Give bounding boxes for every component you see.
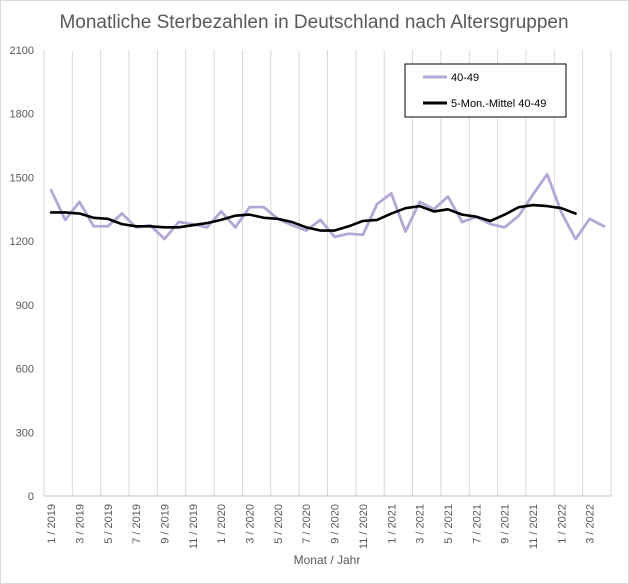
x-tick-label: 11 / 2019 <box>188 504 200 549</box>
x-tick-label: 9 / 2019 <box>159 504 171 544</box>
legend-box <box>404 63 567 118</box>
x-tick-label: 1 / 2020 <box>216 504 228 544</box>
x-tick-label: 5 / 2020 <box>273 504 285 544</box>
x-tick-label: 9 / 2020 <box>330 504 342 544</box>
y-tick-label: 0 <box>28 491 34 503</box>
x-tick-label: 3 / 2022 <box>585 504 597 544</box>
x-tick-label: 11 / 2020 <box>358 504 370 549</box>
x-tick-label: 1 / 2019 <box>46 504 58 544</box>
y-tick-label: 900 <box>16 300 34 312</box>
legend: 40-49 5-Mon.-Mittel 40-49 <box>404 63 567 118</box>
y-tick-label: 1200 <box>10 236 34 248</box>
y-tick-label: 300 <box>16 427 34 439</box>
series-line-moving-average <box>49 203 577 232</box>
y-tick-label: 1500 <box>10 172 34 184</box>
x-tick-label: 3 / 2021 <box>415 504 427 544</box>
series <box>49 172 606 241</box>
legend-label-40-49: 40-49 <box>451 72 479 84</box>
x-tick-label: 9 / 2021 <box>500 504 512 544</box>
x-tick-label: 1 / 2022 <box>556 504 568 544</box>
x-tick-label: 1 / 2021 <box>386 504 398 544</box>
chart-title: Monatliche Sterbezahlen in Deutschland n… <box>59 12 568 33</box>
y-tick-label: 1800 <box>10 109 34 121</box>
gridlines <box>43 50 612 496</box>
x-tick-label: 3 / 2020 <box>245 504 257 544</box>
x-axis-label: Monat / Jahr <box>294 553 361 567</box>
y-tick-label: 600 <box>16 364 34 376</box>
x-tick-label: 7 / 2019 <box>131 504 143 544</box>
x-tick-label: 3 / 2019 <box>74 504 86 544</box>
x-tick-label: 11 / 2021 <box>528 504 540 549</box>
x-tick-label: 5 / 2019 <box>103 504 115 544</box>
x-tick-label: 5 / 2021 <box>443 504 455 544</box>
x-tick-label: 7 / 2020 <box>301 504 313 544</box>
x-tick-label: 7 / 2021 <box>471 504 483 544</box>
y-tick-label: 2100 <box>10 45 34 57</box>
legend-label-moving-average: 5-Mon.-Mittel 40-49 <box>451 98 546 110</box>
axes: 0 300 600 900 1200 1500 1800 2100 1 / 2019 3 / 20… <box>10 45 611 549</box>
